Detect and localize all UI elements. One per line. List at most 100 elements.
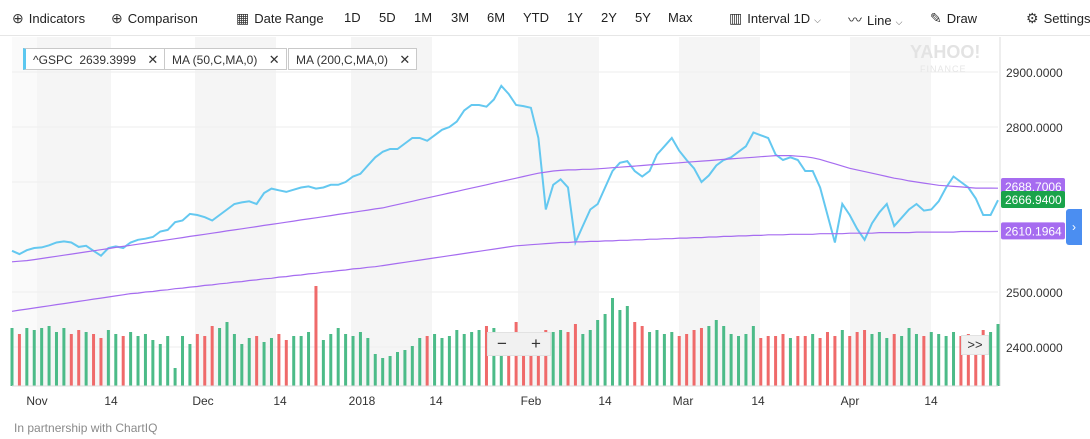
price-label-text: 2688.7006 bbox=[1005, 180, 1062, 194]
volume-bar bbox=[766, 336, 770, 386]
volume-bar bbox=[989, 332, 993, 386]
volume-bar bbox=[714, 320, 718, 386]
volume-bar bbox=[99, 338, 103, 386]
volume-bar bbox=[299, 336, 303, 386]
chart-type-label: Line bbox=[867, 13, 892, 28]
volume-bar bbox=[314, 286, 318, 386]
volume-bar bbox=[922, 336, 926, 386]
symbol-name: ^GSPC bbox=[33, 53, 73, 67]
volume-bar bbox=[92, 334, 96, 386]
price-label-text: 2666.9400 bbox=[1005, 193, 1062, 207]
fast-forward-button[interactable]: >> bbox=[961, 335, 989, 355]
y-axis: 2900.00002800.00002700.00002500.00002400… bbox=[1006, 66, 1063, 355]
range-3m[interactable]: 3M bbox=[451, 10, 470, 25]
volume-bar bbox=[25, 328, 29, 386]
date-range-button[interactable]: ▦ Date Range bbox=[236, 10, 324, 27]
volume-bar bbox=[966, 334, 970, 386]
volume-bar bbox=[900, 336, 904, 386]
chevron-down-icon: ⌵ bbox=[895, 17, 903, 27]
x-tick-label: 14 bbox=[924, 394, 938, 408]
ma200-chip[interactable]: MA (200,C,MA,0) ✕ bbox=[288, 48, 418, 70]
price-label-text: 2610.1964 bbox=[1005, 224, 1062, 238]
volume-bar bbox=[707, 326, 711, 386]
volume-bar bbox=[581, 334, 585, 386]
draw-button[interactable]: ✎ Draw bbox=[930, 10, 977, 27]
volume-bar bbox=[737, 336, 741, 386]
volume-bar bbox=[470, 332, 474, 386]
zoom-out-button[interactable]: − bbox=[497, 334, 507, 353]
interval-value: 1D bbox=[793, 11, 811, 26]
yahoo-finance-watermark: YAHOO! bbox=[910, 42, 981, 62]
volume-bar bbox=[418, 338, 422, 386]
volume-bar bbox=[373, 354, 377, 386]
candlestick-icon: ▥ bbox=[729, 10, 743, 26]
range-max[interactable]: Max bbox=[668, 10, 693, 25]
price-label-bg bbox=[1001, 178, 1065, 195]
volume-bar bbox=[937, 334, 941, 386]
range-ytd[interactable]: YTD bbox=[523, 10, 549, 25]
indicators-label: Indicators bbox=[28, 11, 86, 26]
range-1y[interactable]: 1Y bbox=[567, 10, 583, 25]
volume-bar bbox=[877, 332, 881, 386]
volume-bar bbox=[477, 330, 481, 386]
volume-bar bbox=[440, 338, 444, 386]
volume-bar bbox=[388, 356, 392, 386]
range-5y[interactable]: 5Y bbox=[635, 10, 651, 25]
x-tick-label: 14 bbox=[273, 394, 287, 408]
volume-bar bbox=[944, 336, 948, 386]
volume-bar bbox=[225, 322, 229, 386]
range-1d[interactable]: 1D bbox=[344, 10, 361, 25]
price-label-bg bbox=[1001, 191, 1065, 208]
zoom-in-button[interactable]: + bbox=[531, 334, 541, 353]
volume-bar bbox=[351, 336, 355, 386]
expand-panel-tab[interactable]: › bbox=[1066, 209, 1082, 245]
chart-type-dropdown[interactable]: 〰 Line ⌵ bbox=[848, 10, 902, 30]
volume-bar bbox=[840, 330, 844, 386]
indicators-button[interactable]: ⊕ Indicators bbox=[12, 10, 85, 27]
volume-bars bbox=[10, 286, 1000, 386]
close-icon[interactable]: ✕ bbox=[268, 52, 280, 67]
volume-bar bbox=[40, 328, 44, 386]
symbol-chip[interactable]: ^GSPC 2639.3999 ✕ bbox=[23, 48, 166, 70]
interval-dropdown[interactable]: ▥ Interval 1D ⌵ bbox=[729, 10, 821, 27]
x-tick-label: 14 bbox=[429, 394, 443, 408]
range-1m[interactable]: 1M bbox=[414, 10, 433, 25]
volume-bar bbox=[158, 344, 162, 386]
settings-button[interactable]: ⚙ Settings bbox=[1026, 10, 1090, 27]
volume-bar bbox=[143, 334, 147, 386]
volume-bar bbox=[307, 332, 311, 386]
volume-bar bbox=[796, 336, 800, 386]
interval-label: Interval bbox=[747, 11, 790, 26]
volume-bar bbox=[151, 340, 155, 386]
close-icon[interactable]: ✕ bbox=[147, 52, 159, 67]
gear-icon: ⚙ bbox=[1026, 10, 1039, 26]
volume-bar bbox=[329, 334, 333, 386]
volume-bar bbox=[833, 336, 837, 386]
volume-bar bbox=[403, 350, 407, 386]
volume-bar bbox=[410, 346, 414, 386]
comparison-button[interactable]: ⊕ Comparison bbox=[111, 10, 198, 27]
volume-bar bbox=[336, 328, 340, 386]
volume-bar bbox=[848, 336, 852, 386]
volume-bar bbox=[618, 310, 622, 386]
volume-bar bbox=[455, 330, 459, 386]
range-5d[interactable]: 5D bbox=[379, 10, 396, 25]
yahoo-finance-watermark-sub: FINANCE bbox=[920, 64, 967, 74]
volume-bar bbox=[596, 320, 600, 386]
volume-bar bbox=[655, 330, 659, 386]
plus-circle-icon: ⊕ bbox=[111, 10, 123, 26]
volume-bar bbox=[729, 334, 733, 386]
close-icon[interactable]: ✕ bbox=[399, 52, 411, 67]
range-2y[interactable]: 2Y bbox=[601, 10, 617, 25]
volume-bar bbox=[536, 336, 540, 386]
volume-bar bbox=[166, 336, 170, 386]
volume-bar bbox=[17, 334, 21, 386]
range-6m[interactable]: 6M bbox=[487, 10, 506, 25]
date-range-label: Date Range bbox=[254, 11, 324, 26]
plus-circle-icon: ⊕ bbox=[12, 10, 24, 26]
ma50-chip[interactable]: MA (50,C,MA,0) ✕ bbox=[164, 48, 287, 70]
volume-bar bbox=[959, 336, 963, 386]
volume-bar bbox=[529, 334, 533, 386]
x-tick-label: Mar bbox=[673, 394, 694, 408]
